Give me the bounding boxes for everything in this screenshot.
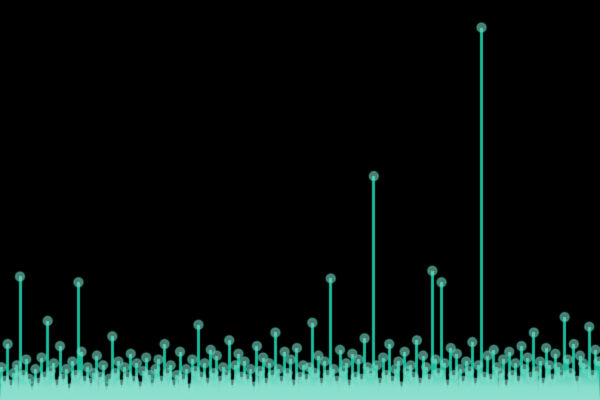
stem-plot-figure bbox=[0, 0, 600, 400]
stem-plot-canvas bbox=[0, 0, 600, 400]
